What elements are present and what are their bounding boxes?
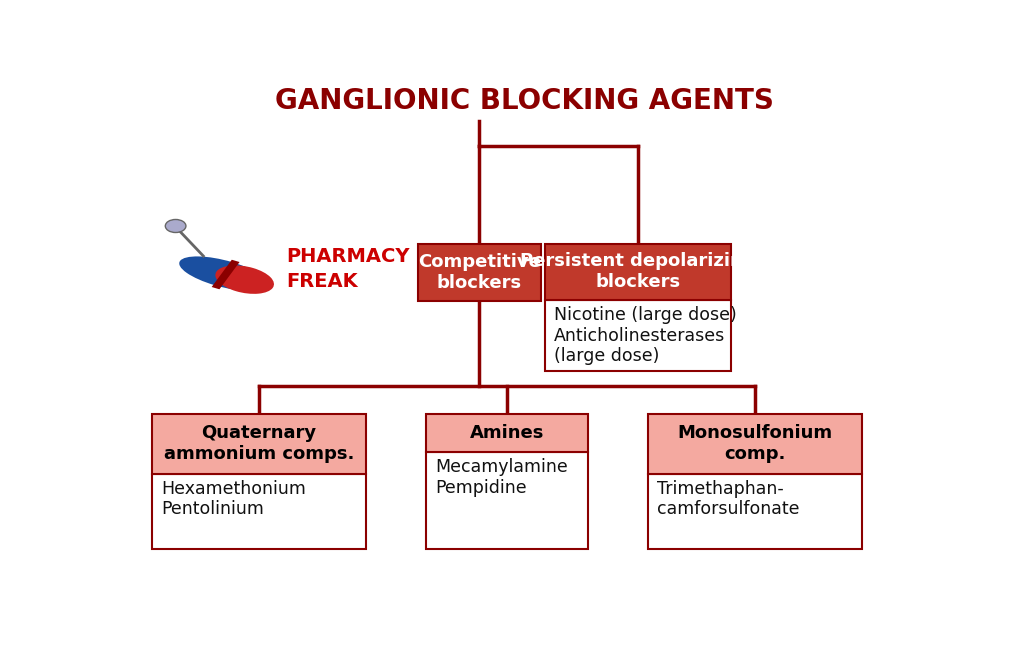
Text: GANGLIONIC BLOCKING AGENTS: GANGLIONIC BLOCKING AGENTS xyxy=(275,87,774,115)
Text: PHARMACY: PHARMACY xyxy=(287,247,411,266)
Text: Competitive
blockers: Competitive blockers xyxy=(418,253,541,292)
Ellipse shape xyxy=(179,256,267,291)
Text: Mecamylamine
Pempidine: Mecamylamine Pempidine xyxy=(435,458,568,497)
Text: Nicotine (large dose)
Anticholinesterases
(large dose): Nicotine (large dose) Anticholinesterase… xyxy=(554,306,737,365)
Text: Quaternary
ammonium comps.: Quaternary ammonium comps. xyxy=(164,424,354,463)
FancyBboxPatch shape xyxy=(648,414,862,473)
FancyBboxPatch shape xyxy=(426,414,588,452)
Ellipse shape xyxy=(215,266,274,294)
Polygon shape xyxy=(212,260,240,289)
Circle shape xyxy=(165,219,186,232)
Text: Hexamethonium
Pentolinium: Hexamethonium Pentolinium xyxy=(162,480,306,518)
Text: Persistent depolarizing
blockers: Persistent depolarizing blockers xyxy=(520,252,756,291)
FancyBboxPatch shape xyxy=(152,414,367,473)
Text: Trimethaphan-
camforsulfonate: Trimethaphan- camforsulfonate xyxy=(657,480,800,518)
FancyBboxPatch shape xyxy=(545,299,731,371)
FancyBboxPatch shape xyxy=(545,243,731,299)
Text: FREAK: FREAK xyxy=(287,271,358,290)
FancyBboxPatch shape xyxy=(418,243,541,301)
FancyBboxPatch shape xyxy=(152,473,367,549)
Text: Monosulfonium
comp.: Monosulfonium comp. xyxy=(678,424,833,463)
Text: Amines: Amines xyxy=(470,424,544,442)
FancyBboxPatch shape xyxy=(648,473,862,549)
FancyBboxPatch shape xyxy=(426,452,588,549)
